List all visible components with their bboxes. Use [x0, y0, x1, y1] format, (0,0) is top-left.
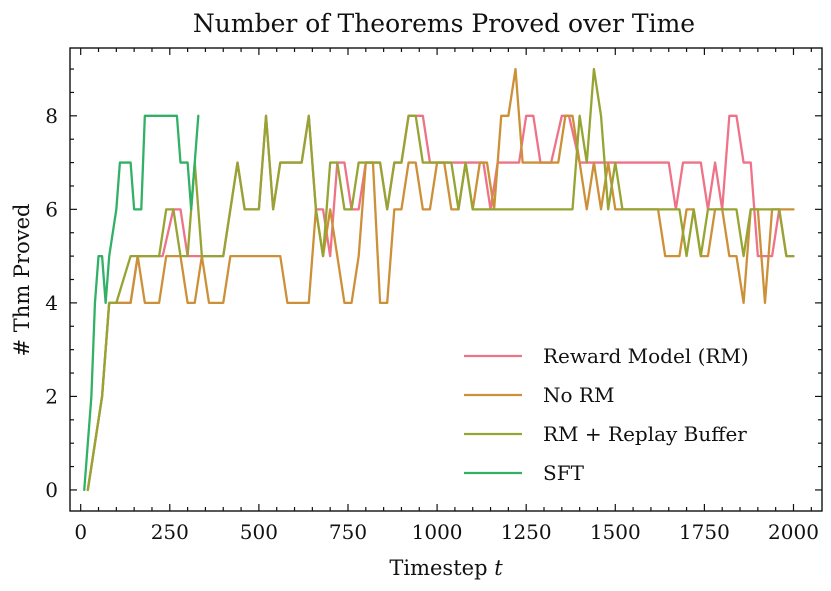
- x-tick-label: 2000: [768, 520, 819, 544]
- legend-label-sft: SFT: [543, 461, 585, 485]
- x-tick-label: 1750: [679, 520, 730, 544]
- x-tick-label: 0: [74, 520, 87, 544]
- x-tick-label: 750: [329, 520, 367, 544]
- x-axis-label: Timestep t: [389, 556, 503, 580]
- legend-label-reward-model-rm: Reward Model (RM): [543, 344, 749, 368]
- x-tick-label: 250: [151, 520, 189, 544]
- series-lines: [83, 67, 795, 492]
- y-tick-label: 2: [45, 384, 58, 408]
- legend: Reward Model (RM) No RM RM + Replay Buffer…: [464, 344, 749, 485]
- chart-title: Number of Theorems Proved over Time: [193, 9, 695, 38]
- axis-ticks: 0 250 500 750 1000 1250 1500 1750 2000 0 2 4 6 8: [45, 48, 822, 544]
- y-tick-label: 8: [45, 104, 58, 128]
- x-tick-label: 1000: [412, 520, 463, 544]
- y-axis-label: # Thm Proved: [10, 204, 34, 357]
- legend-label-no-rm: No RM: [543, 383, 614, 407]
- x-tick-label: 1500: [590, 520, 641, 544]
- y-tick-label: 6: [45, 197, 58, 221]
- y-tick-label: 4: [45, 291, 58, 315]
- series-line-reward-model-rm: [86, 114, 795, 492]
- y-tick-label: 0: [45, 478, 58, 502]
- series-line-rm-replay-buffer: [86, 67, 795, 492]
- x-tick-label: 1250: [501, 520, 552, 544]
- legend-label-rm-replay-buffer: RM + Replay Buffer: [543, 422, 747, 446]
- series-line-sft: [83, 114, 200, 492]
- x-tick-label: 500: [240, 520, 278, 544]
